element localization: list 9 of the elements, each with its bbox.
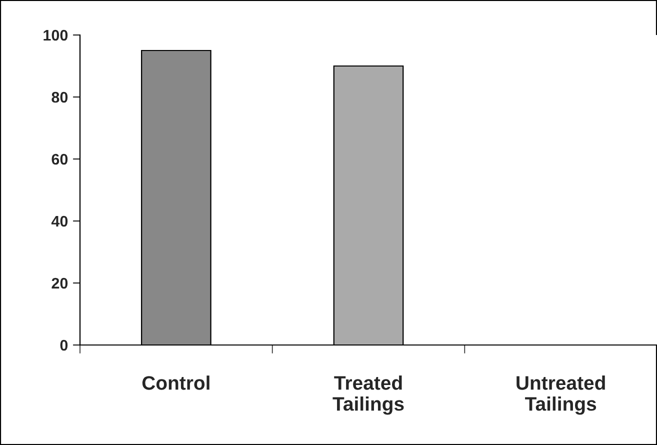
x-tick-label: Control	[142, 376, 210, 390]
y-tick-label: 100	[44, 30, 68, 41]
y-tick-label: 60	[52, 154, 68, 165]
x-tick-label: Treated Tailings	[332, 376, 404, 415]
y-tick-label: 20	[52, 278, 68, 289]
y-tick-label: 40	[51, 216, 68, 227]
x-tick-label: Untreated Tailings	[516, 376, 605, 415]
y-tick-label: 80	[52, 92, 68, 103]
y-tick-label: 0	[60, 340, 68, 351]
